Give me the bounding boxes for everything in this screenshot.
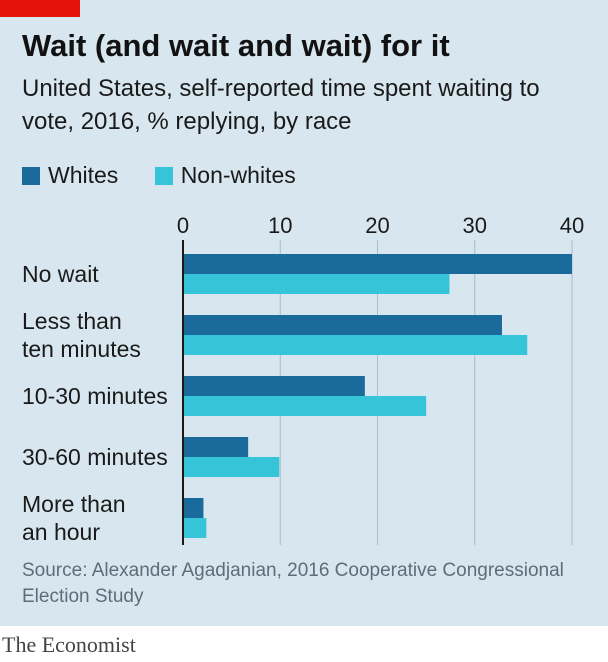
x-tick-label: 30 bbox=[463, 213, 487, 238]
legend-label-whites: Whites bbox=[48, 162, 119, 188]
x-tick-label: 0 bbox=[177, 213, 189, 238]
chart-subtitle: United States, self-reported time spent … bbox=[22, 75, 540, 135]
category-label: 30-60 minutes bbox=[22, 444, 168, 470]
source-note: Source: Alexander Agadjanian, 2016 Coope… bbox=[22, 560, 564, 607]
category-label: No wait bbox=[22, 261, 99, 287]
legend: Whites Non-whites bbox=[22, 162, 326, 191]
x-tick-label: 10 bbox=[268, 213, 292, 238]
category-label: an hour bbox=[22, 519, 100, 545]
bar-non-whites bbox=[184, 457, 280, 477]
bar-whites bbox=[184, 254, 572, 274]
bar-whites bbox=[184, 498, 204, 518]
bar-non-whites bbox=[184, 396, 427, 416]
bar-non-whites bbox=[184, 335, 528, 355]
legend-swatch-non-whites bbox=[154, 166, 173, 185]
legend-item-whites: Whites bbox=[22, 162, 118, 189]
brand-red-tag bbox=[0, 0, 80, 17]
category-label: More than bbox=[22, 491, 126, 517]
category-label: Less than bbox=[22, 308, 122, 334]
bar-non-whites bbox=[184, 518, 207, 538]
legend-item-non-whites: Non-whites bbox=[154, 162, 296, 189]
bar-whites bbox=[184, 437, 249, 457]
chart-panel bbox=[0, 0, 608, 626]
bar-non-whites bbox=[184, 274, 450, 294]
category-label: ten minutes bbox=[22, 336, 141, 362]
x-tick-label: 40 bbox=[560, 213, 584, 238]
x-tick-label: 20 bbox=[365, 213, 389, 238]
publisher-name: The Economist bbox=[2, 632, 136, 657]
category-label: 10-30 minutes bbox=[22, 383, 168, 409]
legend-label-non-whites: Non-whites bbox=[180, 162, 296, 188]
bar-whites bbox=[184, 315, 502, 335]
bar-whites bbox=[184, 376, 365, 396]
chart-title: Wait (and wait and wait) for it bbox=[22, 28, 450, 63]
legend-swatch-whites bbox=[22, 166, 40, 185]
